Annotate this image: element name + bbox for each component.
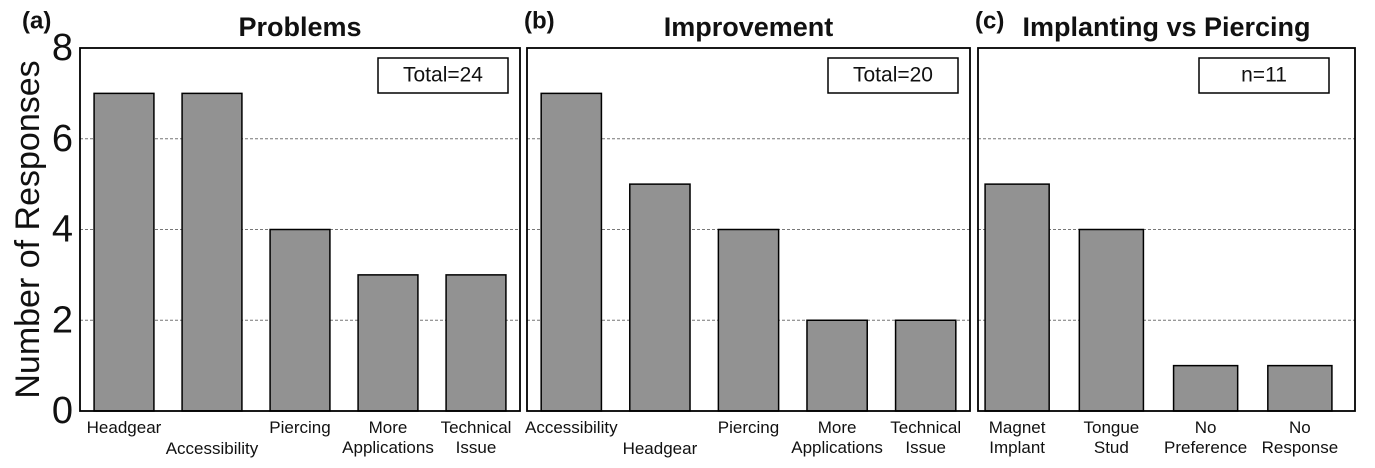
y-tick-label: 6 [52,118,73,160]
x-tick-label: Headgear [623,439,698,458]
bar [357,274,419,412]
annotation: Total=20 [853,64,933,87]
bar [181,92,243,412]
bar [540,92,603,412]
panel-label: (a) [22,7,51,34]
x-tick-label: No Preference [1164,418,1247,457]
x-tick-label: Piercing [718,418,779,437]
bar [984,183,1050,412]
panel-title: Implanting vs Piercing [1022,12,1310,42]
annotation-box [827,57,959,94]
x-tick-label: Tongue Stud [1083,418,1139,457]
y-tick-label: 2 [52,299,73,341]
x-tick-label: Accessibility [525,418,618,437]
panel-label: (b) [524,7,555,34]
bar [629,183,691,412]
panel-title: Improvement [664,12,834,42]
bar [717,228,780,412]
panel-label: (c) [975,7,1004,34]
x-tick-label: Technical Issue [441,418,512,457]
y-tick-label: 4 [52,209,73,251]
panel-title: Problems [238,12,361,42]
x-tick-label: Headgear [87,418,162,437]
annotation: Total=24 [403,64,483,87]
x-tick-label: Piercing [269,418,330,437]
y-tick-label: 8 [52,27,73,69]
annotation-box [1198,57,1330,94]
bar [269,228,331,412]
bar [806,319,868,412]
annotation-box [377,57,509,94]
plot-frame [977,47,1356,412]
x-tick-label: Magnet Implant [989,418,1046,457]
plot-frame [526,47,971,412]
plot-frame [79,47,521,412]
bar [93,92,155,412]
x-tick-label: Accessibility [166,439,259,458]
annotation: n=11 [1241,64,1287,87]
x-tick-label: No Response [1262,418,1339,457]
bar [894,319,957,412]
bar [1267,364,1333,412]
bar [1172,364,1239,412]
y-tick-label: 0 [52,390,73,432]
y-axis-label: Number of Responses [9,60,47,398]
x-tick-label: More Applications [342,418,434,457]
x-tick-label: More Applications [791,418,883,457]
bar [445,274,507,412]
x-tick-label: Technical Issue [890,418,961,457]
bar [1078,228,1145,412]
